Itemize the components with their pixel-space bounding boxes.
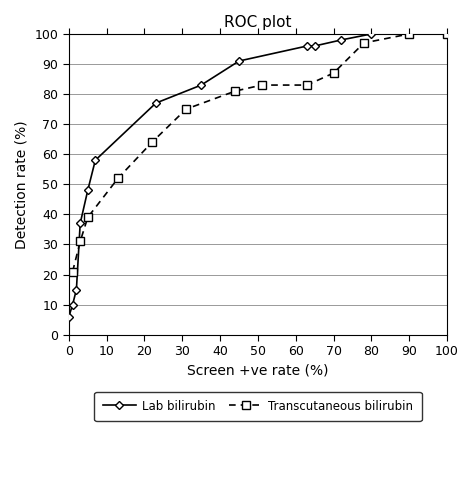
Y-axis label: Detection rate (%): Detection rate (%) bbox=[15, 120, 29, 248]
Legend: Lab bilirubin, Transcutaneous bilirubin: Lab bilirubin, Transcutaneous bilirubin bbox=[94, 392, 421, 421]
X-axis label: Screen +ve rate (%): Screen +ve rate (%) bbox=[187, 364, 328, 378]
Title: ROC plot: ROC plot bbox=[224, 15, 292, 30]
